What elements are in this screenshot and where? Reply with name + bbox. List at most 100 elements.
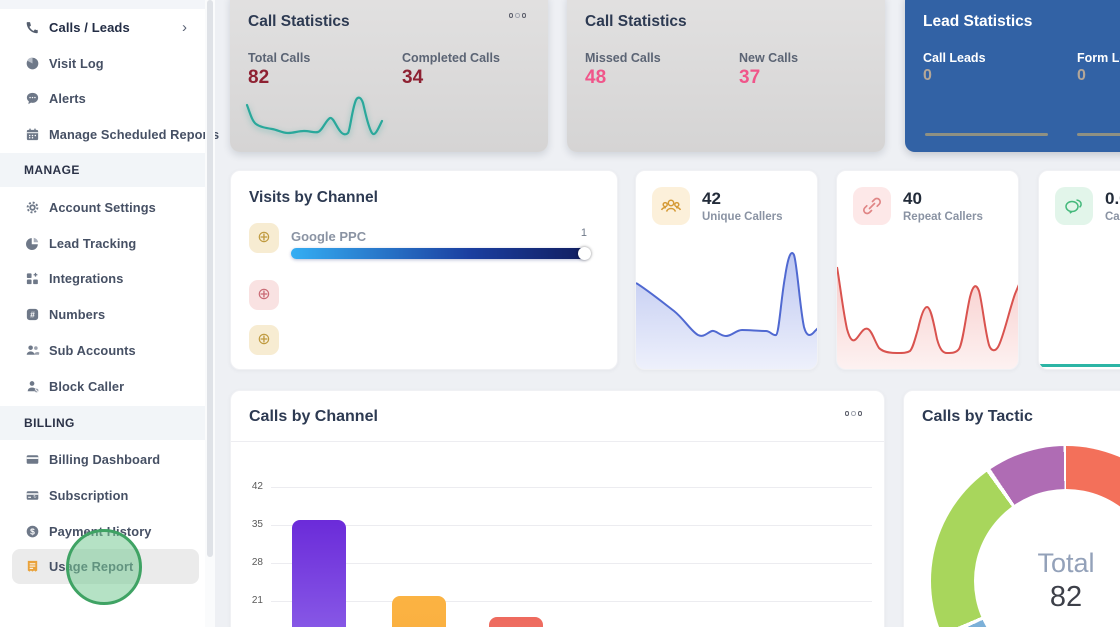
phone-icon	[24, 20, 40, 36]
sidebar-item-label: Block Caller	[49, 379, 125, 394]
sidebar-item-manage-scheduled-reports[interactable]: Manage Scheduled Reports	[0, 117, 219, 152]
sidebar-item-label: Integrations	[49, 271, 124, 286]
bar-channel-3	[489, 617, 543, 627]
sidebar-item-account-settings[interactable]: Account Settings	[0, 190, 205, 225]
sidebar-item-label: Billing Dashboard	[49, 452, 161, 467]
svg-text:#: #	[30, 310, 35, 320]
sidebar-item-block-caller[interactable]: Block Caller	[0, 369, 205, 404]
mini-card-label: Call	[1105, 211, 1120, 223]
card-title: Call Statistics	[248, 13, 350, 30]
globe-channel-icon: ⊕	[249, 280, 279, 310]
channel-value: 1	[580, 227, 587, 239]
y-axis-tick: 21	[251, 595, 263, 606]
chevron-right-icon: ›	[182, 19, 187, 36]
globe-channel-icon: ⊕	[249, 223, 279, 253]
calendar-icon	[24, 127, 40, 143]
sidebar-item-integrations[interactable]: Integrations	[0, 261, 205, 296]
sidebar-item-visit-log[interactable]: Visit Log	[0, 46, 205, 81]
call-leads-flat-sparkline	[925, 133, 1048, 136]
dollar-icon: $	[24, 524, 40, 540]
sidebar-item-label: Lead Tracking	[49, 236, 137, 251]
stat-label: Completed Calls	[402, 51, 500, 65]
subscription-card-icon: ↻	[24, 488, 40, 504]
sidebar-item-payment-history[interactable]: $ Payment History	[0, 514, 205, 549]
lead-statistics-card: Lead Statistics Call Leads 0 Form Leads …	[905, 0, 1120, 152]
calls-by-channel-card: Calls by Channel 42 35 28 21	[230, 390, 885, 627]
alerts-icon	[24, 91, 40, 107]
y-axis-tick: 35	[251, 519, 263, 530]
card-title: Visits by Channel	[249, 189, 378, 206]
users-icon	[24, 343, 40, 359]
stat-value: 0	[1077, 67, 1086, 84]
channel-progress-bar	[291, 247, 591, 260]
unique-callers-card: 42 Unique Callers	[635, 170, 818, 370]
sidebar-item-label: Numbers	[49, 307, 106, 322]
sidebar-item-label: Alerts	[49, 91, 86, 106]
stat-value: 48	[585, 67, 607, 88]
sidebar-item-sub-accounts[interactable]: Sub Accounts	[0, 333, 205, 368]
mini-card-value: 42	[702, 189, 721, 208]
header-divider	[231, 441, 884, 442]
hash-icon: #	[24, 307, 40, 323]
stat-value: 37	[739, 67, 761, 88]
card-title: Calls by Channel	[249, 408, 378, 425]
pie-icon	[24, 236, 40, 252]
ellipsis-menu-icon[interactable]	[839, 405, 869, 422]
card-title: Calls by Tactic	[922, 408, 1033, 425]
gridline	[271, 563, 872, 564]
channel-label: Google PPC	[291, 229, 367, 244]
chat-bubbles-icon	[1055, 187, 1093, 225]
sidebar-section-manage: MANAGE	[0, 153, 205, 187]
sidebar-item-label: Visit Log	[49, 56, 104, 71]
visits-by-channel-card: Visits by Channel ⊕ Google PPC 1 ⊕ ⊕	[230, 170, 618, 370]
repeat-callers-area-chart	[837, 266, 1018, 369]
sidebar-top-divider	[0, 0, 205, 9]
sidebar-item-calls-leads[interactable]: Calls / Leads ›	[0, 10, 205, 45]
sidebar-item-billing-dashboard[interactable]: Billing Dashboard	[0, 442, 205, 477]
sidebar-scrollbar-thumb[interactable]	[207, 0, 213, 557]
stat-label: New Calls	[739, 51, 799, 65]
receipt-icon	[24, 559, 40, 575]
svg-text:↻: ↻	[33, 495, 36, 499]
sidebar-item-usage-report[interactable]: Usage Report	[0, 549, 205, 584]
y-axis-tick: 28	[251, 557, 263, 568]
stat-value: 82	[248, 67, 270, 88]
callers-group-icon	[652, 187, 690, 225]
ellipsis-menu-icon[interactable]	[503, 7, 533, 24]
call-duration-flat-sparkline	[1039, 364, 1120, 367]
section-label: MANAGE	[24, 163, 80, 177]
call-duration-card: 0.00 Call	[1038, 170, 1120, 370]
sidebar-section-billing: BILLING	[0, 406, 205, 440]
visit-log-icon	[24, 56, 40, 72]
mini-card-label: Repeat Callers	[903, 211, 983, 223]
gear-icon	[24, 200, 40, 216]
sidebar-item-numbers[interactable]: # Numbers	[0, 297, 205, 332]
sidebar: Calls / Leads › Visit Log Alerts Manage …	[0, 0, 219, 627]
bar-channel-2	[392, 595, 446, 627]
donut-total-label: Total	[1037, 548, 1095, 578]
progress-knob	[578, 247, 591, 260]
call-statistics-card-2: Call Statistics Missed Calls 48 New Call…	[567, 0, 885, 152]
sidebar-item-label: Calls / Leads	[49, 20, 130, 35]
stat-value: 0	[923, 67, 932, 84]
svg-text:$: $	[30, 527, 35, 537]
donut-total-value: 82	[1049, 581, 1083, 613]
calls-by-tactic-card: Calls by Tactic Total 82	[903, 390, 1120, 627]
sidebar-item-alerts[interactable]: Alerts	[0, 81, 205, 116]
sidebar-item-subscription[interactable]: ↻ Subscription	[0, 478, 205, 513]
integrations-icon	[24, 271, 40, 287]
user-block-icon	[24, 379, 40, 395]
sidebar-item-label: Account Settings	[49, 200, 156, 215]
sidebar-item-lead-tracking[interactable]: Lead Tracking	[0, 226, 205, 261]
section-label: BILLING	[24, 416, 75, 430]
globe-channel-icon: ⊕	[249, 325, 279, 355]
mini-card-label: Unique Callers	[702, 211, 783, 223]
sidebar-item-label: Subscription	[49, 488, 129, 503]
y-axis-tick: 42	[251, 481, 263, 492]
card-title: Call Statistics	[585, 13, 687, 30]
unique-callers-area-chart	[636, 252, 817, 369]
form-leads-flat-sparkline	[1077, 133, 1120, 136]
gridline	[271, 487, 872, 488]
mini-card-value: 0.00	[1105, 189, 1120, 208]
